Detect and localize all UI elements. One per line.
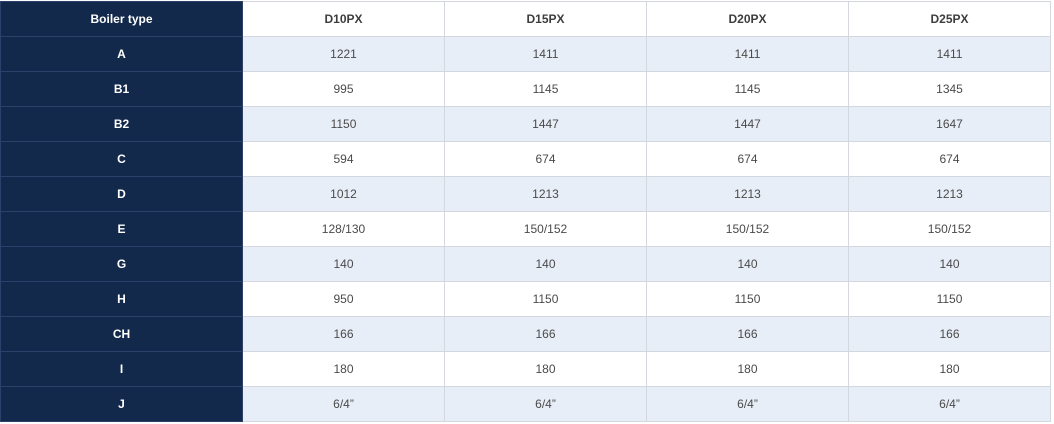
table-cell: 1213 [646,176,849,212]
row-header: J [0,386,243,422]
table-cell: 180 [444,351,647,387]
row-header: B1 [0,71,243,107]
table-cell: 1411 [444,36,647,72]
table-cell: 950 [242,281,445,317]
row-header: G [0,246,243,282]
row-header: A [0,36,243,72]
table-cell: 1150 [848,281,1051,317]
table-row: E 128/130 150/152 150/152 150/152 [0,211,1051,247]
table-row: D 1012 1213 1213 1213 [0,176,1051,212]
table-cell: 674 [444,141,647,177]
row-header: E [0,211,243,247]
table-row: G 140 140 140 140 [0,246,1051,282]
table-cell: 1345 [848,71,1051,107]
column-header: D25PX [848,1,1051,37]
table-row: H 950 1150 1150 1150 [0,281,1051,317]
table-cell: 140 [646,246,849,282]
table-cell: 1145 [646,71,849,107]
header-corner: Boiler type [0,1,243,37]
table-cell: 1150 [242,106,445,142]
table-cell: 140 [848,246,1051,282]
table-cell: 1150 [646,281,849,317]
table-row: A 1221 1411 1411 1411 [0,36,1051,72]
table-row: CH 166 166 166 166 [0,316,1051,352]
table-cell: 150/152 [646,211,849,247]
table-cell: 1221 [242,36,445,72]
table-cell: 674 [646,141,849,177]
table-cell: 166 [242,316,445,352]
table-cell: 180 [848,351,1051,387]
table-cell: 1411 [646,36,849,72]
table-cell: 140 [444,246,647,282]
table-cell: 150/152 [444,211,647,247]
row-header: D [0,176,243,212]
table-cell: 1447 [444,106,647,142]
table-cell: 6/4” [444,386,647,422]
table-cell: 1145 [444,71,647,107]
row-header: B2 [0,106,243,142]
table-cell: 166 [848,316,1051,352]
row-header: CH [0,316,243,352]
table-cell: 140 [242,246,445,282]
table-cell: 1213 [848,176,1051,212]
table-cell: 1447 [646,106,849,142]
table-cell: 1012 [242,176,445,212]
table-row: C 594 674 674 674 [0,141,1051,177]
table-cell: 674 [848,141,1051,177]
table-cell: 166 [444,316,647,352]
column-header: D15PX [444,1,647,37]
table-row: J 6/4” 6/4” 6/4” 6/4” [0,386,1051,422]
table-cell: 166 [646,316,849,352]
row-header: I [0,351,243,387]
column-header: D20PX [646,1,849,37]
table-cell: 1647 [848,106,1051,142]
table-cell: 180 [242,351,445,387]
table-cell: 6/4” [242,386,445,422]
row-header: C [0,141,243,177]
table-cell: 1150 [444,281,647,317]
table-cell: 6/4” [848,386,1051,422]
table-cell: 1411 [848,36,1051,72]
row-header: H [0,281,243,317]
table-cell: 180 [646,351,849,387]
table-cell: 150/152 [848,211,1051,247]
table-row: I 180 180 180 180 [0,351,1051,387]
table-cell: 1213 [444,176,647,212]
table-row: B1 995 1145 1145 1345 [0,71,1051,107]
table-cell: 128/130 [242,211,445,247]
table-row: B2 1150 1447 1447 1647 [0,106,1051,142]
column-header: D10PX [242,1,445,37]
header-row: Boiler type D10PX D15PX D20PX D25PX [0,1,1051,37]
table-cell: 594 [242,141,445,177]
table-cell: 6/4” [646,386,849,422]
table-cell: 995 [242,71,445,107]
